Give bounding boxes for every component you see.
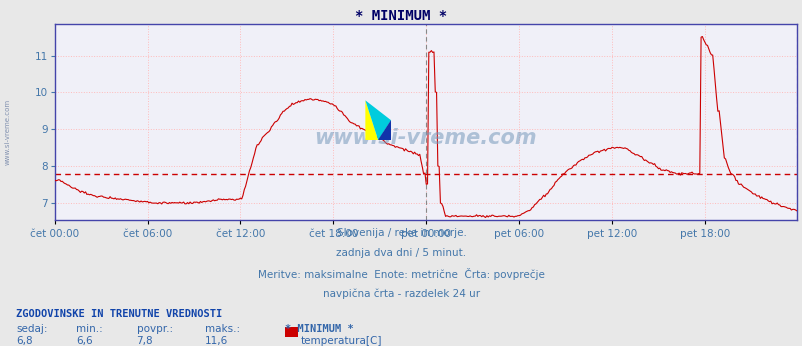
Text: 11,6: 11,6 (205, 336, 228, 346)
Text: min.:: min.: (76, 324, 103, 334)
Text: Slovenija / reke in morje.: Slovenija / reke in morje. (336, 228, 466, 238)
Polygon shape (365, 100, 378, 140)
Text: www.si-vreme.com: www.si-vreme.com (5, 98, 10, 165)
Text: maks.:: maks.: (205, 324, 240, 334)
Polygon shape (365, 100, 391, 140)
Text: Meritve: maksimalne  Enote: metrične  Črta: povprečje: Meritve: maksimalne Enote: metrične Črta… (257, 268, 545, 281)
Text: povpr.:: povpr.: (136, 324, 172, 334)
Text: 7,8: 7,8 (136, 336, 153, 346)
Text: * MINIMUM *: * MINIMUM * (355, 9, 447, 22)
Text: navpična črta - razdelek 24 ur: navpična črta - razdelek 24 ur (322, 289, 480, 299)
Text: temperatura[C]: temperatura[C] (301, 336, 382, 346)
Polygon shape (378, 120, 391, 140)
Text: 6,8: 6,8 (16, 336, 33, 346)
Text: www.si-vreme.com: www.si-vreme.com (314, 128, 537, 148)
Text: * MINIMUM *: * MINIMUM * (285, 324, 354, 334)
Text: zadnja dva dni / 5 minut.: zadnja dva dni / 5 minut. (336, 248, 466, 258)
Text: 6,6: 6,6 (76, 336, 93, 346)
Text: ZGODOVINSKE IN TRENUTNE VREDNOSTI: ZGODOVINSKE IN TRENUTNE VREDNOSTI (16, 309, 222, 319)
Text: sedaj:: sedaj: (16, 324, 47, 334)
